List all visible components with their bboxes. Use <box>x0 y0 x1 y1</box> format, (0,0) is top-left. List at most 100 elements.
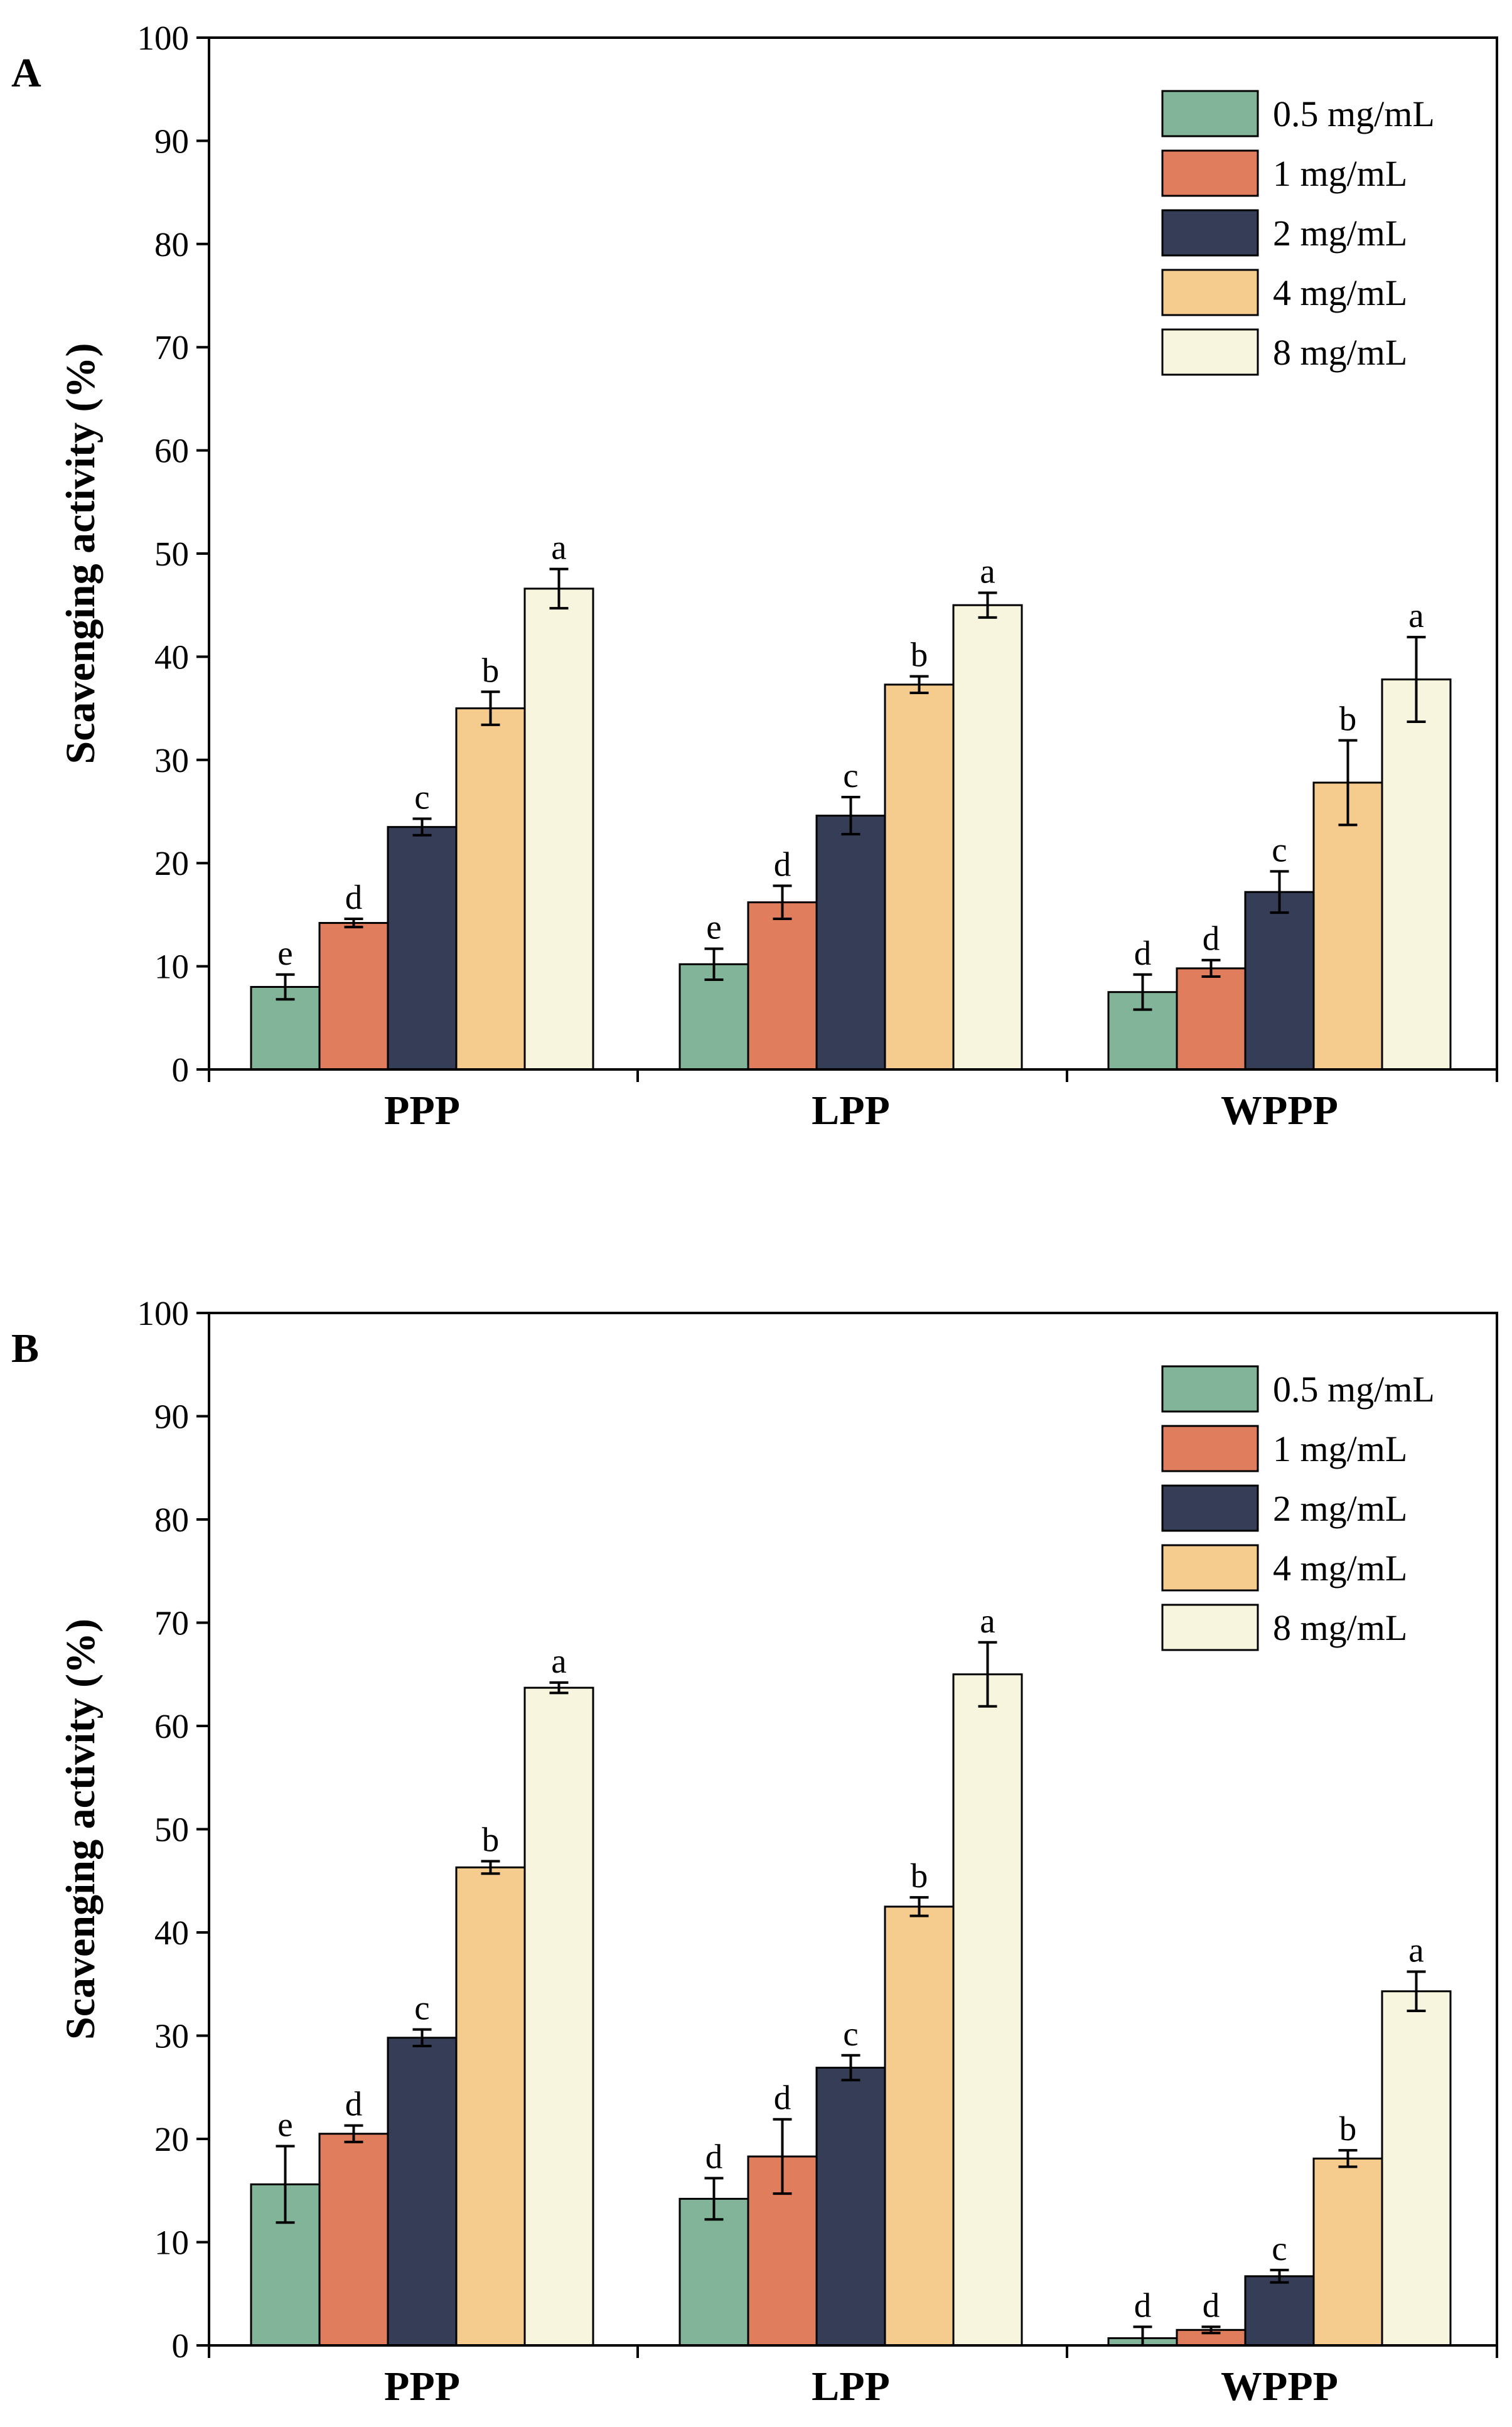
bar <box>1381 1990 1452 2347</box>
significance-letter: b <box>1339 700 1357 738</box>
significance-letter: b <box>482 651 500 689</box>
significance-letter: b <box>911 1856 928 1895</box>
legend-label: 2 mg/mL <box>1273 1488 1407 1529</box>
legend-swatch <box>1161 269 1259 316</box>
significance-letter: a <box>980 552 995 590</box>
panel-b: B Scavenging activity (%) e d d d d d c c c b b b a a a 0… <box>11 1294 1498 2409</box>
y-tick-label: 40 <box>154 638 189 676</box>
bar <box>318 922 389 1071</box>
bar <box>1176 967 1247 1071</box>
significance-letter: e <box>277 934 292 972</box>
y-tick-label: 10 <box>154 948 189 986</box>
bar <box>250 985 321 1071</box>
bar <box>455 707 526 1071</box>
panel-letter: B <box>11 1326 39 1371</box>
legend-label: 2 mg/mL <box>1273 213 1407 254</box>
y-tick-label: 20 <box>154 2120 189 2158</box>
legend-swatch <box>1161 1484 1259 1532</box>
significance-letter: c <box>843 2015 858 2053</box>
y-tick-label: 60 <box>154 432 189 470</box>
legend-label: 4 mg/mL <box>1273 272 1407 313</box>
x-category-label: PPP <box>384 1088 460 1133</box>
significance-letter: c <box>414 778 429 817</box>
y-tick-label: 60 <box>154 1707 189 1745</box>
x-category-label: WPPP <box>1221 2364 1338 2409</box>
bar <box>318 2133 389 2347</box>
significance-letter: a <box>980 1602 995 1640</box>
y-tick-label: 20 <box>154 844 189 882</box>
y-axis-label: Scavenging activity (%) <box>58 1619 104 2040</box>
significance-letter: c <box>1272 2229 1287 2268</box>
legend-swatch <box>1161 1604 1259 1651</box>
bar <box>815 2066 886 2347</box>
y-tick-label: 0 <box>172 1051 190 1089</box>
bar <box>455 1866 526 2347</box>
bar <box>678 2197 749 2347</box>
significance-letter: c <box>843 756 858 795</box>
y-tick-label: 90 <box>154 122 189 160</box>
bar <box>1312 2157 1383 2347</box>
significance-letter: b <box>482 1820 500 1858</box>
y-tick-label: 40 <box>154 1914 189 1952</box>
significance-letter: d <box>774 845 791 883</box>
significance-letter: d <box>705 2138 723 2176</box>
legend-label: 8 mg/mL <box>1273 332 1407 373</box>
x-category-label: PPP <box>384 2364 460 2409</box>
significance-letter: c <box>1272 830 1287 869</box>
y-tick-label: 90 <box>154 1398 189 1436</box>
significance-letter: e <box>706 908 721 946</box>
legend-label: 4 mg/mL <box>1273 1548 1407 1589</box>
legend-swatch <box>1161 328 1259 376</box>
significance-letter: a <box>551 1642 566 1680</box>
panel-a: A Scavenging activity (%) e e d d d d c c c b b b a a a 0… <box>11 19 1498 1133</box>
x-category-label: LPP <box>812 1088 890 1133</box>
significance-letter: d <box>345 878 363 916</box>
bar <box>1244 2275 1315 2347</box>
y-tick-label: 100 <box>137 1294 190 1332</box>
significance-letter: e <box>277 2106 292 2144</box>
legend-label: 0.5 mg/mL <box>1273 1369 1435 1410</box>
significance-letter: b <box>911 636 928 674</box>
bar <box>884 683 955 1071</box>
legend-label: 1 mg/mL <box>1273 153 1407 194</box>
legend-swatch <box>1161 90 1259 137</box>
y-tick-label: 30 <box>154 741 189 780</box>
bar <box>747 901 818 1071</box>
significance-letter: d <box>1134 2286 1152 2324</box>
significance-letter: a <box>551 528 566 567</box>
y-axis-label: Scavenging activity (%) <box>58 343 104 764</box>
x-category-label: LPP <box>812 2364 890 2409</box>
bar <box>884 1905 955 2347</box>
significance-letter: d <box>1203 919 1220 958</box>
bar <box>523 1686 594 2347</box>
significance-letter: d <box>1203 2286 1220 2324</box>
bar <box>387 826 458 1071</box>
y-tick-label: 50 <box>154 535 189 573</box>
significance-letter: c <box>414 1989 429 2027</box>
y-tick-label: 70 <box>154 328 189 367</box>
y-tick-label: 30 <box>154 2017 189 2055</box>
panel-letter: A <box>11 50 41 96</box>
bar <box>523 587 594 1071</box>
y-tick-label: 10 <box>154 2224 189 2262</box>
legend-swatch <box>1161 1425 1259 1472</box>
legend-swatch <box>1161 209 1259 257</box>
significance-letter: d <box>774 2079 791 2117</box>
legend-swatch <box>1161 1544 1259 1592</box>
y-tick-label: 80 <box>154 225 189 264</box>
bar <box>815 815 886 1071</box>
bar <box>1244 891 1315 1071</box>
y-tick-label: 70 <box>154 1604 189 1642</box>
legend-label: 0.5 mg/mL <box>1273 94 1435 134</box>
bar <box>952 604 1023 1071</box>
y-tick-label: 0 <box>172 2327 190 2365</box>
y-tick-label: 50 <box>154 1811 189 1849</box>
legend-label: 8 mg/mL <box>1273 1607 1407 1648</box>
legend-label: 1 mg/mL <box>1273 1428 1407 1469</box>
y-tick-label: 80 <box>154 1501 189 1539</box>
y-tick-label: 100 <box>137 19 190 57</box>
bar <box>387 2037 458 2347</box>
legend-swatch <box>1161 149 1259 197</box>
bar <box>952 1673 1023 2347</box>
